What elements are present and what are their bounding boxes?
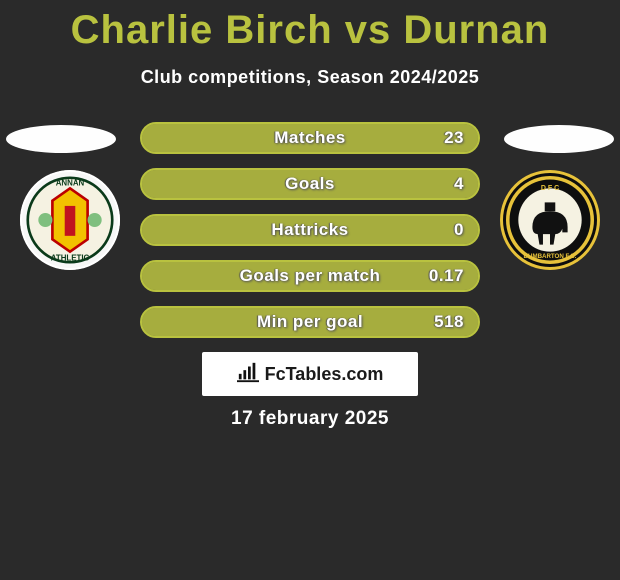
brand-text: FcTables.com [265, 364, 384, 385]
stat-label: Matches [142, 124, 478, 152]
stat-label: Goals [142, 170, 478, 198]
stat-row-goals: Goals 4 [140, 168, 480, 200]
crest-right-icon: D F C DUMBARTON F.C. [506, 176, 594, 264]
brand-box[interactable]: FcTables.com [202, 352, 418, 396]
svg-text:ATHLETIC: ATHLETIC [51, 253, 90, 262]
stat-row-matches: Matches 23 [140, 122, 480, 154]
stat-label: Min per goal [142, 308, 478, 336]
stat-label: Hattricks [142, 216, 478, 244]
stats-panel: Matches 23 Goals 4 Hattricks 0 Goals per… [140, 122, 480, 352]
bar-chart-icon [237, 361, 259, 388]
date-line: 17 february 2025 [0, 408, 620, 430]
player-ellipse-left [6, 125, 116, 153]
stat-row-hattricks: Hattricks 0 [140, 214, 480, 246]
page-subtitle: Club competitions, Season 2024/2025 [0, 67, 620, 88]
stat-value: 4 [454, 170, 464, 198]
annan-athletic-crest: ATHLETIC ANNAN [20, 170, 120, 270]
svg-text:ANNAN: ANNAN [56, 179, 85, 188]
player-ellipse-right [504, 125, 614, 153]
stat-value: 518 [434, 308, 464, 336]
page-title: Charlie Birch vs Durnan [0, 0, 620, 53]
stat-value: 0.17 [429, 262, 464, 290]
stat-row-min-per-goal: Min per goal 518 [140, 306, 480, 338]
stat-label: Goals per match [142, 262, 478, 290]
stat-row-goals-per-match: Goals per match 0.17 [140, 260, 480, 292]
svg-text:D F C: D F C [541, 185, 559, 192]
stat-value: 23 [444, 124, 464, 152]
crest-left-icon: ATHLETIC ANNAN [26, 176, 114, 264]
svg-text:DUMBARTON F.C.: DUMBARTON F.C. [524, 253, 577, 260]
stat-value: 0 [454, 216, 464, 244]
dumbarton-fc-crest: D F C DUMBARTON F.C. [500, 170, 600, 270]
